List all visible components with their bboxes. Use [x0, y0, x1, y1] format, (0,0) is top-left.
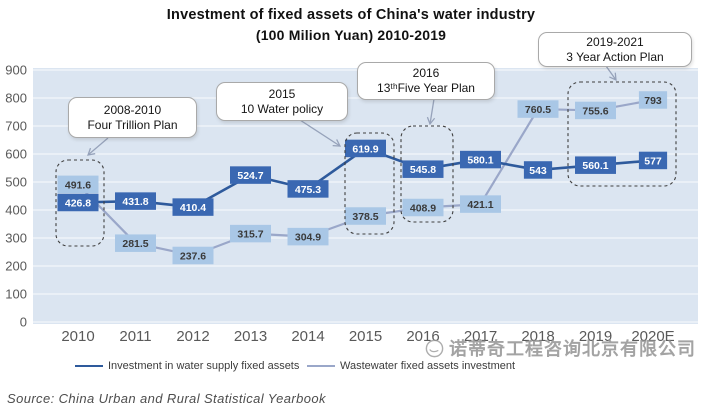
- data-label: 237.6: [180, 250, 206, 262]
- highlight-group-box: [567, 81, 677, 187]
- data-label-box: [517, 100, 559, 118]
- y-axis-tick-label: 400: [5, 203, 27, 218]
- legend-item-water-supply: Investment in water supply fixed assets: [75, 360, 299, 372]
- data-label-box: [575, 156, 616, 174]
- data-label: 431.8: [122, 196, 148, 208]
- data-label: 475.3: [295, 184, 321, 196]
- highlight-group-box: [55, 159, 105, 247]
- data-label: 524.7: [237, 170, 263, 182]
- data-label-box: [345, 139, 386, 158]
- x-axis-tick-label: 2017: [464, 328, 497, 345]
- annotation-line: 2016: [412, 66, 440, 80]
- legend-label: Investment in water supply fixed assets: [108, 360, 300, 372]
- company-watermark-text: 诺蒂奇工程咨询北京有限公司: [449, 339, 696, 359]
- data-label-box: [172, 246, 214, 265]
- company-logo-icon: [425, 339, 444, 357]
- data-label: 543: [529, 165, 547, 177]
- x-axis-tick-label: 2015: [349, 328, 382, 345]
- data-label: 560.1: [582, 160, 608, 172]
- annotation-line: Four Trillion Plan: [87, 117, 178, 132]
- y-axis-tick-label: 700: [5, 119, 27, 134]
- x-axis-tick-label: 2019: [579, 328, 612, 345]
- chart-title: Investment of fixed assets of China's wa…: [0, 7, 702, 43]
- data-label-box: [115, 234, 156, 252]
- data-label-box: [638, 151, 668, 170]
- annotation-five-year-plan: 2016 13ᵗʰFive Year Plan: [357, 62, 495, 100]
- annotation-arrow: [299, 119, 342, 147]
- data-label-box: [345, 207, 386, 225]
- data-label: 315.7: [237, 229, 263, 241]
- data-label: 304.9: [295, 232, 321, 244]
- annotation-arrow: [426, 98, 436, 126]
- data-label: 421.1: [467, 199, 493, 211]
- chart-title-line2: (100 Milion Yuan) 2010-2019: [255, 27, 447, 43]
- data-label: 426.8: [65, 197, 91, 209]
- annotation-line: 13ᵗʰFive Year Plan: [377, 81, 475, 95]
- y-axis-tick-label: 300: [5, 231, 27, 246]
- y-axis-tick-label: 0: [20, 315, 27, 330]
- data-label: 281.5: [122, 238, 148, 250]
- annotation-arrow: [87, 137, 109, 156]
- annotation-water-policy: 2015 10 Water policy: [216, 82, 348, 121]
- data-label-box: [523, 161, 553, 179]
- data-label-box: [172, 198, 214, 216]
- y-axis-tick-label: 500: [5, 175, 27, 190]
- data-label: 410.4: [180, 202, 206, 214]
- data-label: 619.9: [352, 143, 378, 155]
- annotation-action-plan: 2019-2021 3 Year Action Plan: [538, 32, 692, 67]
- data-label-box: [57, 175, 99, 194]
- data-label-box: [402, 160, 444, 178]
- data-label-box: [115, 192, 156, 210]
- highlight-group-box: [344, 132, 395, 235]
- data-label-box: [402, 198, 444, 217]
- y-axis-tick-label: 600: [5, 147, 27, 162]
- x-axis-tick-label: 2020E: [631, 328, 674, 345]
- source-citation: Source: China Urban and Rural Statistica…: [7, 391, 326, 406]
- annotation-line: 2015: [268, 86, 296, 101]
- data-label-box: [230, 166, 271, 184]
- annotation-line: 2019-2021: [586, 34, 644, 49]
- data-label: 760.5: [525, 104, 551, 116]
- annotation-line: 10 Water policy: [240, 101, 324, 116]
- legend-swatch-water-supply: [75, 365, 103, 367]
- data-label-box: [287, 180, 329, 198]
- data-label-box: [575, 101, 616, 120]
- legend-item-wastewater: Wastewater fixed assets investment: [307, 360, 515, 372]
- y-axis-tick-label: 200: [5, 259, 27, 274]
- data-label-box: [287, 227, 329, 246]
- annotation-four-trillion-plan: 2008-2010 Four Trillion Plan: [68, 97, 197, 138]
- data-label: 408.9: [410, 203, 436, 215]
- y-axis-tick-label: 100: [5, 287, 27, 302]
- data-label: 793: [644, 95, 662, 107]
- highlight-group-box: [400, 125, 454, 223]
- data-label-box: [57, 193, 99, 212]
- data-label: 755.6: [582, 105, 608, 117]
- legend-swatch-wastewater: [307, 365, 335, 367]
- company-watermark: 诺蒂奇工程咨询北京有限公司: [424, 335, 696, 361]
- data-label-box: [638, 91, 668, 109]
- annotation-line: 3 Year Action Plan: [566, 49, 664, 64]
- annotation-line: 2008-2010: [103, 102, 162, 117]
- data-label: 577: [644, 155, 662, 167]
- data-label: 545.8: [410, 164, 436, 176]
- data-label-box: [460, 150, 501, 169]
- x-axis-tick-label: 2010: [61, 328, 94, 345]
- x-axis-tick-label: 2011: [119, 328, 151, 345]
- annotation-arrow: [605, 65, 617, 82]
- data-label: 580.1: [467, 155, 493, 167]
- legend-label: Wastewater fixed assets investment: [340, 360, 516, 372]
- y-axis-tick-label: 800: [5, 91, 27, 106]
- data-label: 491.6: [65, 179, 91, 191]
- y-axis-tick-label: 900: [5, 63, 27, 78]
- x-axis-tick-label: 2014: [291, 328, 324, 345]
- chart-title-line1: Investment of fixed assets of China's wa…: [166, 7, 536, 23]
- x-axis-tick-label: 2018: [521, 328, 554, 345]
- x-axis-tick-label: 2012: [176, 328, 209, 345]
- line-chart: 0 100 200 300 400 500 600 700 800 900 2010 2011 2012…: [5, 63, 698, 345]
- data-label-box: [230, 224, 271, 243]
- data-label: 378.5: [352, 211, 378, 223]
- x-axis-tick-label: 2013: [234, 328, 267, 345]
- data-label-box: [460, 195, 501, 213]
